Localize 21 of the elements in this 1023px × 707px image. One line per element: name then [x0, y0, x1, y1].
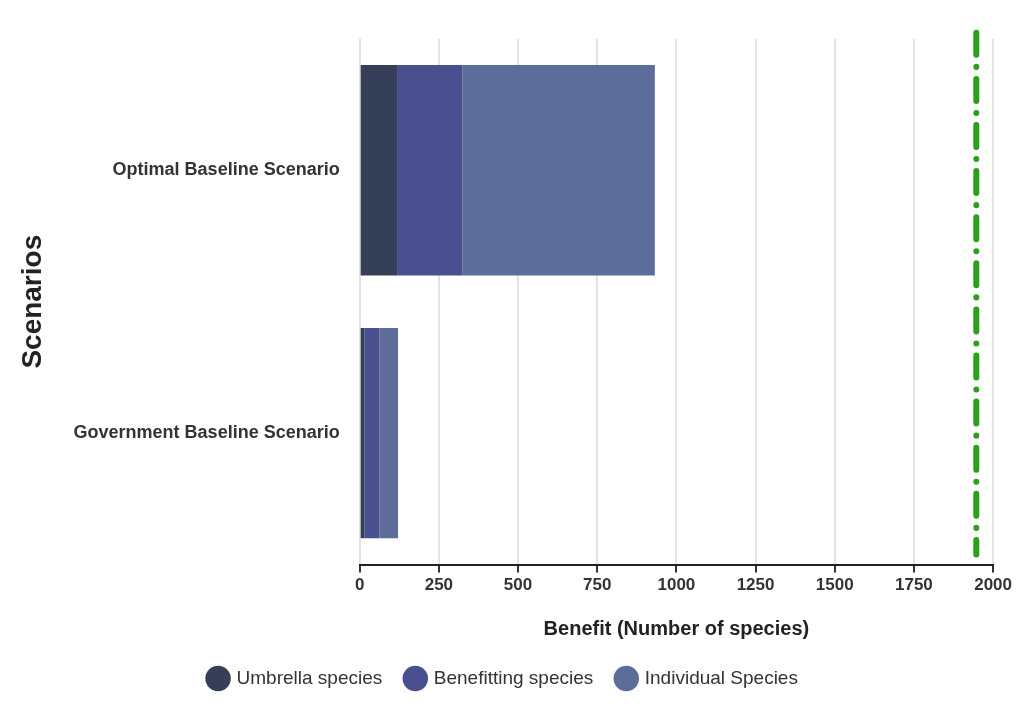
x-tick-label: 1250 — [736, 575, 775, 595]
x-tick-label: 1500 — [815, 575, 854, 595]
legend-label: Benefitting species — [433, 666, 594, 688]
bar — [360, 65, 398, 276]
x-axis-title: Benefit (Number of species) — [543, 616, 810, 639]
x-tick-label: 1750 — [895, 575, 933, 595]
x-tick-label: 250 — [424, 575, 454, 595]
legend-label: Umbrella species — [236, 666, 383, 688]
bar — [397, 65, 463, 276]
x-tick-label: 1000 — [657, 575, 696, 595]
y-axis-title: Scenarios — [15, 234, 47, 369]
legend-label: Individual Species — [644, 666, 798, 688]
bar — [364, 327, 380, 539]
x-tick-label: 750 — [583, 575, 612, 595]
bar — [462, 65, 655, 276]
x-tick-label: 2000 — [974, 575, 1012, 595]
bar — [379, 327, 399, 539]
y-tick-label: Optimal Baseline Scenario — [112, 159, 340, 180]
y-tick-label: Government Baseline Scenario — [73, 422, 340, 443]
x-tick-label: 0 — [354, 575, 365, 595]
x-tick-label: 500 — [503, 575, 533, 595]
